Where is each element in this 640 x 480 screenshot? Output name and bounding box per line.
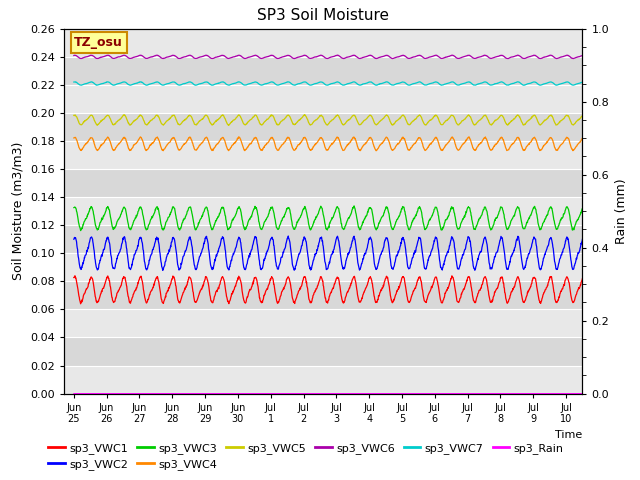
- Bar: [64, 29, 582, 57]
- Bar: [64, 225, 582, 253]
- Bar: [64, 281, 582, 310]
- Y-axis label: Soil Moisture (m3/m3): Soil Moisture (m3/m3): [12, 142, 24, 280]
- Y-axis label: Rain (mm): Rain (mm): [615, 179, 628, 244]
- Bar: [64, 169, 582, 197]
- Bar: [64, 366, 582, 394]
- Bar: [64, 57, 582, 85]
- Bar: [64, 310, 582, 337]
- Bar: [64, 85, 582, 113]
- X-axis label: Time: Time: [555, 430, 582, 440]
- Bar: [64, 113, 582, 141]
- Legend: sp3_VWC1, sp3_VWC2, sp3_VWC3, sp3_VWC4, sp3_VWC5, sp3_VWC6, sp3_VWC7, sp3_Rain: sp3_VWC1, sp3_VWC2, sp3_VWC3, sp3_VWC4, …: [44, 438, 568, 474]
- Bar: [64, 337, 582, 366]
- Text: TZ_osu: TZ_osu: [74, 36, 123, 49]
- Bar: [64, 141, 582, 169]
- Title: SP3 Soil Moisture: SP3 Soil Moisture: [257, 9, 389, 24]
- Bar: [64, 197, 582, 225]
- Bar: [64, 253, 582, 281]
